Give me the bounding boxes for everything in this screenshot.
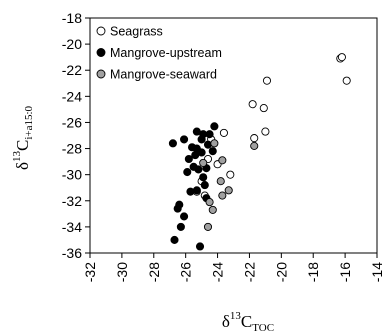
point-filled-circle-1 — [205, 130, 214, 139]
x-axis-title: δ13CTOC — [222, 310, 274, 332]
point-filled-circle-1 — [184, 154, 193, 164]
point-open-circle-0 — [337, 53, 346, 62]
point-open-circle-0 — [342, 76, 351, 85]
plot-border — [89, 17, 378, 254]
point-open-circle-0 — [250, 134, 259, 143]
plot-frame — [89, 17, 378, 254]
y-tick-label: -32 — [62, 193, 82, 209]
point-filled-circle-1 — [200, 181, 209, 190]
point-gray-circle-2 — [250, 141, 259, 150]
point-gray-circle-2 — [203, 222, 213, 231]
point-gray-circle-2 — [210, 139, 219, 148]
x-tick-label: -28 — [146, 262, 162, 282]
y-axis-title: δ13Ci+a15:0 — [11, 105, 35, 170]
x-axis-title-sub: TOC — [252, 322, 274, 332]
point-filled-circle-1 — [191, 151, 200, 160]
y-tick-label: -30 — [62, 167, 82, 183]
legend-label-0: Seagrass — [110, 25, 163, 39]
x-tick-label: -26 — [178, 262, 194, 282]
x-tick-label: -22 — [241, 262, 257, 282]
point-gray-circle-2 — [199, 158, 208, 167]
x-tick-label: -16 — [337, 262, 353, 282]
y-axis-title-sub: i+a15:0 — [23, 105, 35, 139]
axis-ticks: -36-34-32-30-28-26-24-22-20-18-32 -30 -28-… — [62, 10, 385, 282]
y-tick-label: -24 — [62, 88, 82, 104]
point-filled-circle-1 — [180, 212, 189, 221]
y-tick-label: -26 — [62, 114, 82, 130]
legend-label-1: Mangrove-upstream — [110, 46, 222, 60]
point-open-circle-0 — [219, 128, 228, 137]
data-points — [168, 53, 351, 251]
point-open-circle-0 — [226, 170, 235, 179]
x-axis-title-sup: 13 — [230, 310, 242, 322]
point-open-circle-0 — [261, 127, 270, 136]
y-axis-title-main: C — [13, 140, 32, 151]
point-filled-circle-1 — [180, 135, 189, 144]
y-tick-label: -22 — [62, 62, 82, 78]
point-filled-circle-1 — [197, 135, 206, 144]
legend-label-2: Mangrove-seaward — [110, 68, 217, 82]
point-gray-circle-2 — [218, 191, 227, 200]
x-tick-label: -32 — [82, 262, 98, 282]
point-filled-circle-1 — [176, 222, 185, 231]
y-tick-label: -34 — [62, 219, 82, 235]
legend-marker-2 — [96, 69, 106, 79]
point-gray-circle-2 — [208, 205, 217, 214]
x-tick-label: -20 — [273, 262, 289, 282]
point-filled-circle-1 — [175, 200, 184, 209]
point-gray-circle-2 — [224, 186, 233, 195]
point-gray-circle-2 — [205, 198, 214, 207]
point-filled-circle-1 — [187, 143, 197, 152]
point-open-circle-0 — [262, 76, 272, 85]
y-axis-title-prefix: δ — [13, 162, 32, 170]
point-filled-circle-1 — [195, 242, 205, 251]
y-tick-label: -18 — [62, 10, 82, 26]
point-gray-circle-2 — [218, 156, 227, 165]
point-filled-circle-1 — [208, 147, 217, 156]
point-gray-circle-2 — [216, 177, 225, 186]
x-tick-label: -24 — [210, 262, 226, 282]
point-filled-circle-1 — [192, 186, 201, 195]
point-filled-circle-1 — [210, 122, 219, 131]
point-open-circle-0 — [248, 100, 257, 109]
legend: Seagrass Mangrove-upstream Mangrove-seawar… — [96, 25, 222, 82]
y-axis-title-sup: 13 — [11, 151, 23, 163]
y-tick-label: -28 — [62, 141, 82, 157]
y-tick-label: -36 — [62, 245, 82, 261]
point-open-circle-0 — [259, 104, 268, 113]
x-tick-label: -14 — [369, 262, 385, 282]
point-filled-circle-1 — [194, 165, 203, 174]
y-tick-label: -20 — [62, 36, 82, 52]
point-filled-circle-1 — [199, 173, 208, 182]
point-filled-circle-1 — [168, 139, 177, 148]
point-filled-circle-1 — [170, 235, 179, 244]
point-filled-circle-1 — [183, 168, 192, 177]
x-axis-title-main: C — [241, 312, 252, 331]
legend-marker-1 — [96, 48, 106, 57]
x-axis-title-prefix: δ — [222, 312, 230, 331]
x-tick-label: -18 — [305, 262, 321, 282]
x-tick-label: -30 — [114, 262, 130, 282]
legend-marker-0 — [96, 26, 106, 36]
